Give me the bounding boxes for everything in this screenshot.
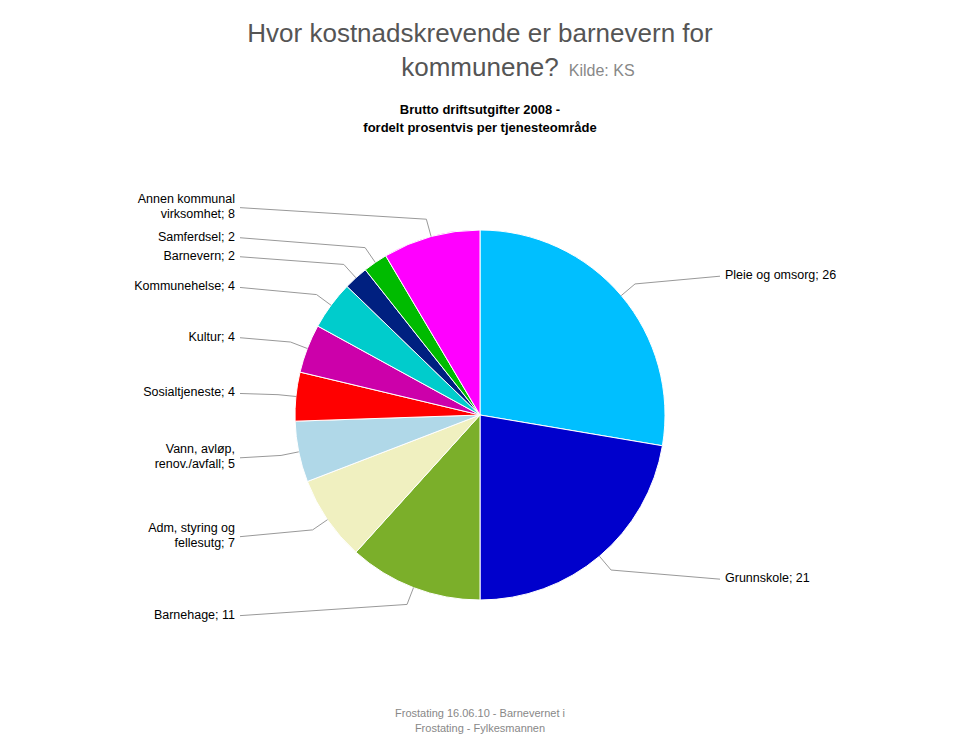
slice-label-line: Pleie og omsorg; 26 — [725, 268, 836, 282]
subtitle-line: fordelt prosentvis per tjenesteområde — [363, 120, 596, 135]
leader-line — [240, 588, 414, 616]
slice — [480, 230, 665, 446]
footer-line: Frostating 16.06.10 - Barnevernet i — [395, 707, 565, 719]
leader-line — [240, 257, 356, 278]
slice-label: Adm, styring ogfellesutg; 7 — [148, 521, 235, 550]
leader-line — [599, 556, 720, 579]
slice-label-line: Grunnskole; 21 — [725, 571, 810, 585]
slice-label-line: Sosialtjeneste; 4 — [143, 386, 235, 400]
slice-label: Grunnskole; 21 — [725, 571, 810, 585]
slice-label-line: Annen kommunal — [138, 192, 235, 206]
slice-label: Pleie og omsorg; 26 — [725, 268, 836, 282]
pie: Pleie og omsorg; 26 Grunnskole; 21 Barneha… — [134, 192, 836, 621]
leader-line — [621, 276, 720, 295]
slice-label: Barnevern; 2 — [163, 249, 235, 263]
title: Hvor kostnadskrevende er barnevern for ko… — [247, 18, 713, 82]
leader-line — [240, 208, 431, 237]
footer-line: Frostating - Fylkesmannen — [415, 722, 545, 734]
slice-label-line: Barnehage; 11 — [154, 608, 235, 622]
slice-label: Annen kommunalvirksomhet; 8 — [138, 192, 235, 221]
slice — [386, 230, 480, 415]
slice-label-line: Kultur; 4 — [188, 330, 235, 344]
slice-label-line: Vann, avløp, — [166, 443, 235, 457]
chart: Hvor kostnadskrevende er barnevern for ko… — [0, 0, 960, 748]
slice-label: Vann, avløp,renov./avfall; 5 — [155, 443, 235, 472]
slice-label: Barnehage; 11 — [154, 608, 235, 622]
subtitle-line: Brutto driftsutgifter 2008 - — [400, 102, 560, 117]
slice-label: Sosialtjeneste; 4 — [143, 386, 235, 400]
slice-label-line: Kommunehelse; 4 — [134, 280, 235, 294]
footer: Frostating 16.06.10 - Barnevernet i Frost… — [395, 707, 565, 734]
slice-label-line: virksomhet; 8 — [161, 207, 235, 221]
leader-line — [240, 238, 375, 263]
slice-label-line: renov./avfall; 5 — [155, 458, 235, 472]
leader-line — [240, 520, 327, 537]
leader-line — [240, 452, 299, 458]
slice-label-line: Samferdsel; 2 — [158, 230, 235, 244]
slice-label-line: Barnevern; 2 — [163, 249, 235, 263]
leader-line — [240, 338, 307, 349]
slice-label-line: Adm, styring og — [148, 521, 235, 535]
slice — [295, 415, 480, 481]
slice-label-line: fellesutg; 7 — [175, 536, 236, 550]
title-line: Hvor kostnadskrevende er barnevern for — [247, 18, 713, 48]
subtitle: Brutto driftsutgifter 2008 - fordelt pros… — [363, 102, 596, 135]
slice-label: Kommunehelse; 4 — [134, 280, 235, 294]
slice-label: Samferdsel; 2 — [158, 230, 235, 244]
title-line: kommunene? — [401, 52, 559, 82]
leader-line — [240, 393, 296, 396]
slice-label: Kultur; 4 — [188, 330, 235, 344]
source: Kilde: KS — [569, 62, 635, 79]
leader-line — [240, 287, 331, 305]
